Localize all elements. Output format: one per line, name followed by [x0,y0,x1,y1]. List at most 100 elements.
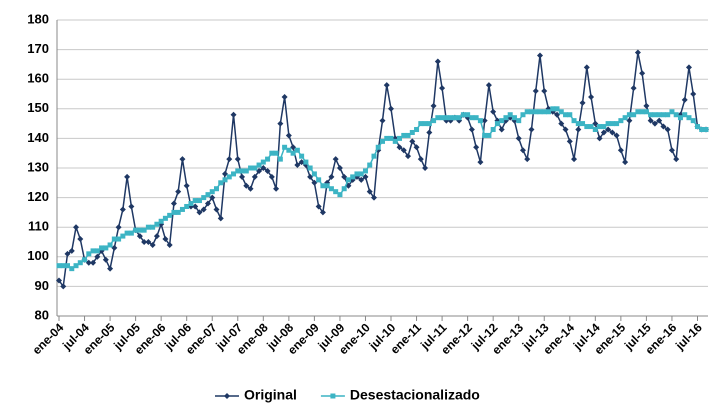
data-point [588,93,595,100]
data-point [460,112,466,118]
data-point [85,259,92,266]
data-point [231,171,237,177]
data-point [234,156,241,163]
data-point [56,263,62,269]
data-point [639,70,646,77]
data-point [299,153,305,159]
legend-marker [330,393,336,399]
data-point [379,117,386,124]
data-point [264,167,271,174]
data-point [401,132,407,138]
data-point [281,93,288,100]
data-point [170,200,177,207]
data-point [435,115,441,121]
data-point [673,112,679,118]
data-point [617,147,624,154]
data-point [201,195,207,201]
data-point [409,138,416,145]
data-point [243,168,249,174]
data-point [694,124,700,130]
data-point [622,159,629,166]
data-point [260,165,267,171]
data-point [107,265,114,272]
data-point [217,215,224,222]
data-point [77,236,84,243]
data-point [414,127,420,133]
data-point [315,203,322,210]
data-point [149,241,156,248]
data-point [558,109,564,115]
data-point [65,263,71,269]
data-point [656,117,663,124]
data-point [107,242,113,248]
data-point [469,115,475,121]
y-tick-label: 90 [35,278,49,293]
data-point [90,248,96,254]
data-point [588,124,594,130]
data-point [371,153,377,159]
y-tick-label: 170 [27,41,49,56]
data-point [601,124,607,130]
data-point [239,168,245,174]
data-point [99,245,105,251]
data-point [648,112,654,118]
data-point [154,221,160,227]
data-point [188,201,194,207]
data-point [532,88,539,95]
data-point [473,115,479,121]
data-point [571,156,578,163]
data-point [179,156,186,163]
data-point [417,156,424,163]
data-point [579,99,586,106]
data-point [167,212,173,218]
data-point [647,117,654,124]
data-point [256,167,263,174]
data-point [218,180,224,186]
data-point [439,85,446,92]
data-point [115,224,122,231]
data-point [162,236,169,243]
data-point [468,126,475,133]
data-point [158,218,164,224]
y-tick-label: 110 [28,219,49,234]
data-point [494,121,500,127]
data-point [520,112,526,118]
data-point [328,173,335,180]
data-point [336,165,343,171]
data-point [354,171,360,177]
data-point [252,165,258,171]
data-point [68,247,75,254]
data-point [528,126,535,133]
y-tick-label: 180 [27,11,49,26]
data-point [311,171,317,177]
data-point [434,58,441,65]
data-point [507,112,513,118]
data-point [418,121,424,127]
legend-marker [224,393,230,399]
data-point [443,115,449,121]
data-point [422,121,428,127]
data-point [626,117,633,124]
data-point [541,109,547,115]
data-point [141,239,148,245]
data-point [94,248,100,254]
data-point [337,192,343,198]
data-point [626,112,632,118]
data-point [64,250,71,257]
data-point [448,115,454,121]
data-point [614,121,620,127]
data-point [597,124,603,130]
data-point [426,129,433,136]
data-point [686,115,692,121]
data-point [550,106,556,112]
data-point [690,91,697,97]
data-point [222,170,229,177]
data-point [303,159,309,165]
data-point [86,251,92,257]
data-point [162,215,168,221]
data-point [580,121,586,127]
data-point [413,144,420,151]
data-point [94,253,101,260]
data-point [116,236,122,242]
data-point [350,174,356,180]
